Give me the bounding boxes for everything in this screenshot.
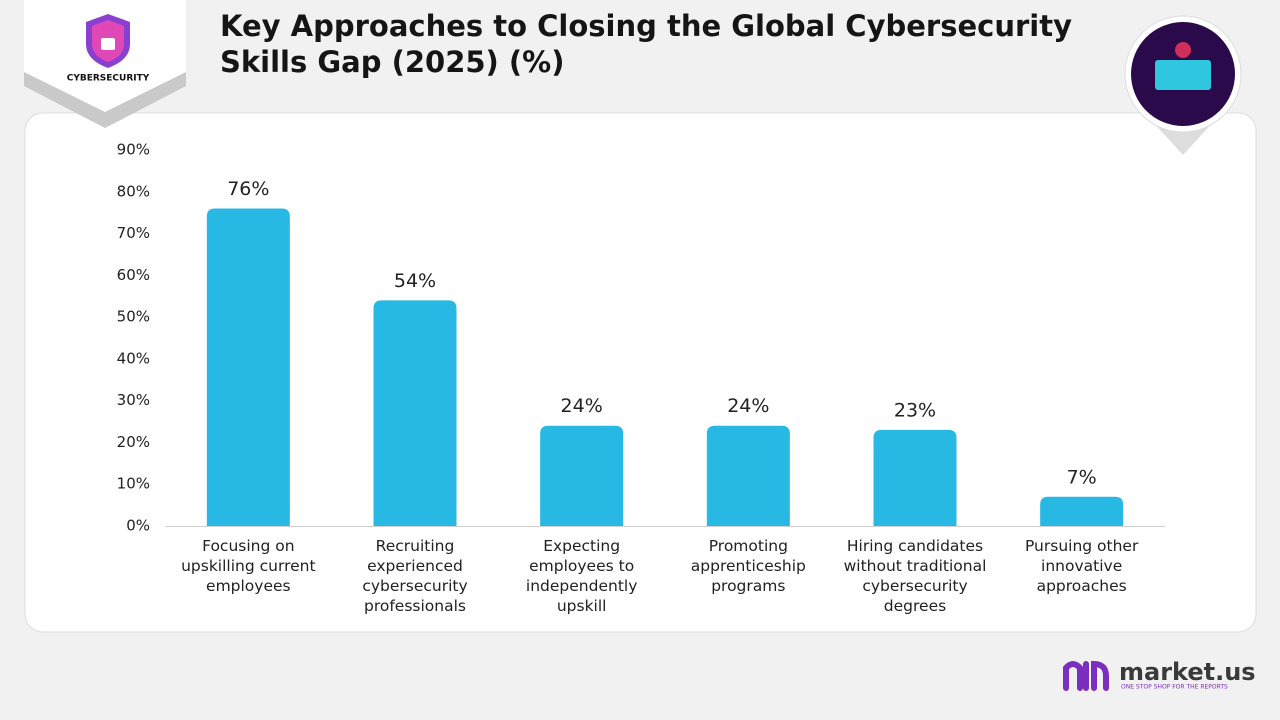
y-tick-label: 0% (126, 517, 150, 535)
value-label: 7% (1067, 466, 1097, 488)
y-tick-label: 60% (117, 266, 150, 284)
y-tick-label: 90% (117, 141, 150, 159)
value-label: 24% (561, 395, 603, 417)
chart-title: Key Approaches to Closing the Global Cyb… (220, 9, 1072, 79)
value-label: 76% (227, 178, 269, 200)
y-tick-label: 50% (117, 308, 150, 326)
bar (1040, 496, 1124, 526)
value-label: 54% (394, 270, 436, 292)
logo-text: market.us (1119, 658, 1256, 686)
x-tick-label: Recruiting experienced cybersecurity pro… (362, 537, 468, 615)
y-tick-label: 80% (117, 182, 150, 200)
x-tick-label: Hiring candidates without traditional cy… (843, 537, 987, 615)
pin-figure (1175, 42, 1191, 58)
value-label: 23% (894, 399, 936, 421)
y-tick-label: 70% (117, 224, 150, 242)
bar (373, 300, 457, 526)
y-tick-label: 20% (117, 433, 150, 451)
bar (206, 208, 290, 526)
value-label: 24% (727, 395, 769, 417)
x-tick-label: Pursuing other innovative approaches (1024, 537, 1139, 595)
x-tick-label: Expecting employees to independently ups… (525, 537, 638, 615)
y-tick-label: 10% (117, 475, 150, 493)
bar (706, 425, 790, 526)
x-tick-label: Promoting apprenticeship programs (690, 537, 806, 595)
bar (540, 425, 624, 526)
x-tick-label: Focusing on upskilling current employees (181, 537, 316, 595)
logo-tagline: ONE STOP SHOP FOR THE REPORTS (1121, 684, 1228, 691)
lock-icon (101, 38, 115, 50)
pin-screen (1155, 60, 1211, 90)
y-tick-label: 40% (117, 349, 150, 367)
y-tick-label: 30% (117, 391, 150, 409)
logo-icon (1063, 660, 1109, 691)
bar (873, 429, 957, 526)
badge-label: CYBERSECURITY (67, 74, 150, 84)
